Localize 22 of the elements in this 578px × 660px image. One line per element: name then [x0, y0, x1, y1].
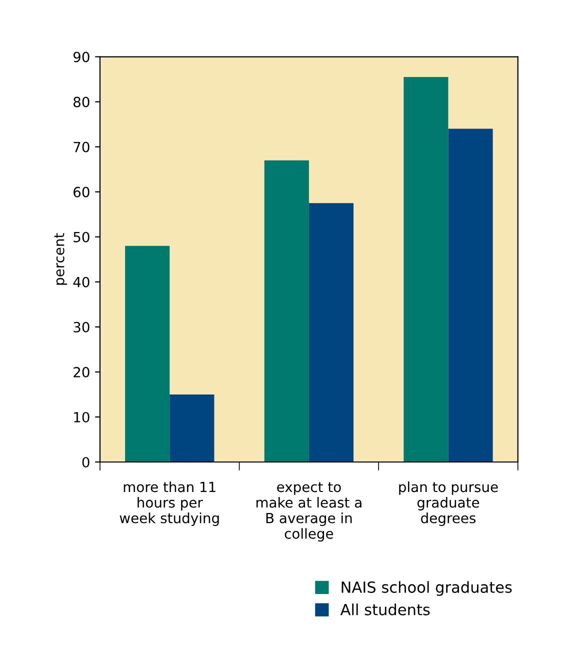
y-tick-label: 0 — [82, 456, 90, 468]
legend-label: NAIS school graduates — [342, 581, 512, 596]
y-axis-title: percent — [54, 233, 68, 285]
y-tick-label: 60 — [74, 186, 90, 198]
y-tick-label: 70 — [74, 142, 90, 152]
x-tick-label: more than 11 hours per week studying — [120, 481, 219, 526]
y-tick-label: 20 — [74, 366, 90, 378]
bar — [170, 394, 214, 462]
y-tick-label: 10 — [74, 412, 90, 422]
y-tick-label: 90 — [73, 52, 90, 62]
bar — [125, 246, 170, 462]
y-tick-label: 40 — [73, 276, 90, 288]
y-tick-label: 80 — [74, 96, 90, 108]
bar — [448, 128, 493, 462]
bar — [264, 160, 309, 462]
x-tick-label: plan to pursue graduate degrees — [399, 481, 498, 526]
legend-label: All students — [340, 604, 430, 616]
y-tick-label: 50 — [74, 232, 90, 242]
bar — [308, 203, 354, 462]
x-tick-label: expect to make at least a B average in college — [256, 482, 362, 542]
bar — [404, 77, 448, 462]
y-tick-label: 30 — [74, 322, 90, 332]
